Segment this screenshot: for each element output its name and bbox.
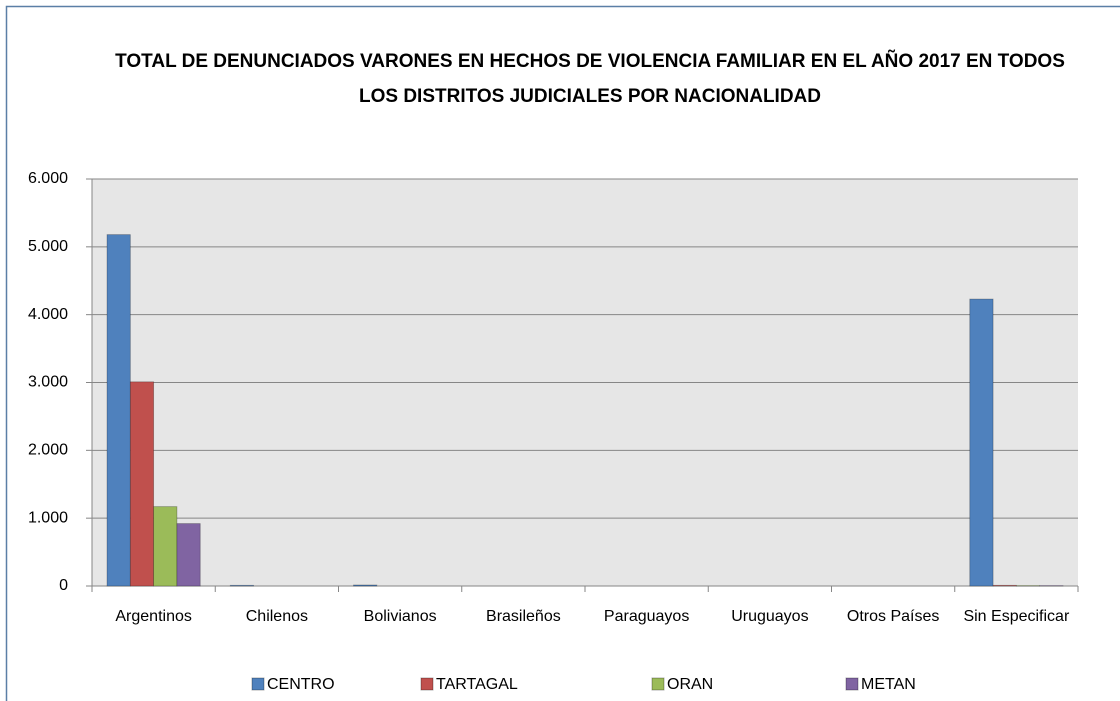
legend-label: ORAN (667, 676, 713, 693)
frame (5, 5, 1120, 701)
x-tick-label: Brasileños (486, 608, 561, 625)
bar (969, 298, 994, 587)
x-tick-label: Argentinos (115, 608, 192, 625)
y-tick-label: 0 (59, 577, 68, 594)
bar (353, 584, 378, 587)
y-tick-label: 2.000 (28, 442, 68, 459)
legend-label: METAN (861, 676, 916, 693)
legend-swatch (845, 677, 859, 691)
x-tick-label: Uruguayos (731, 608, 809, 625)
y-tick-label: 5.000 (28, 238, 68, 255)
bar (176, 523, 201, 587)
y-tick-label: 6.000 (28, 170, 68, 187)
bar (129, 381, 155, 587)
x-tick-label: Bolivianos (363, 608, 437, 625)
legend-label: TARTAGAL (436, 676, 518, 693)
legend-swatch (420, 677, 434, 691)
x-tick-label: Otros Países (846, 608, 940, 625)
legend-swatch (651, 677, 665, 691)
x-tick-label: Sin Especificar (963, 608, 1070, 625)
y-tick-label: 1.000 (28, 509, 68, 526)
legend-swatch (251, 677, 265, 691)
bar (106, 234, 131, 587)
bar (992, 584, 1017, 587)
chart-title: TOTAL DE DENUNCIADOS VARONES EN HECHOS D… (115, 51, 1065, 107)
y-tick-label: 4.000 (28, 306, 68, 323)
y-tick-label: 3.000 (28, 374, 68, 391)
legend-label: CENTRO (267, 676, 335, 693)
bar (229, 584, 254, 587)
x-tick-label: Paraguayos (603, 608, 690, 625)
bar (153, 506, 178, 587)
x-tick-label: Chilenos (245, 608, 308, 625)
